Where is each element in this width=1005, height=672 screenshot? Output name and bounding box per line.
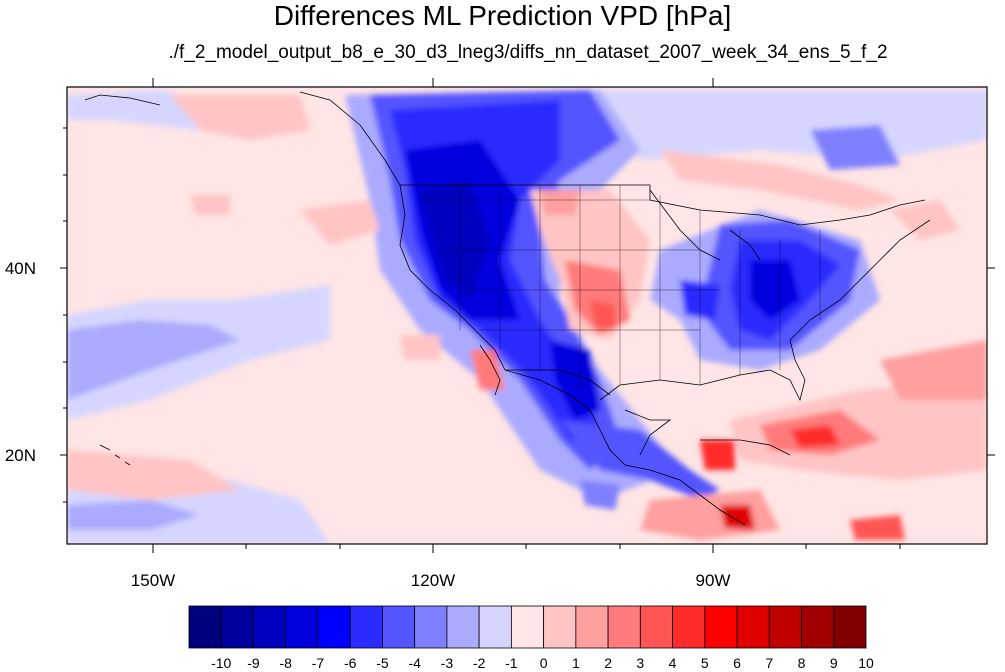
colorbar-label: 3 <box>636 655 644 671</box>
colorbar-label: -6 <box>344 655 357 671</box>
lon-label-150w: 150W <box>131 571 175 590</box>
colorbar-swatch <box>414 605 448 649</box>
colorbar-label: -9 <box>247 655 260 671</box>
colorbar-label: -7 <box>312 655 325 671</box>
colorbar-swatch <box>543 605 577 649</box>
colorbar-label: -3 <box>441 655 454 671</box>
colorbar-label: -8 <box>279 655 292 671</box>
state-borders <box>420 185 821 390</box>
colorbar-swatch <box>575 605 609 649</box>
lat-label-40n: 40N <box>5 259 36 278</box>
colorbar-label: 5 <box>701 655 709 671</box>
colorbar-label: 1 <box>572 655 580 671</box>
map-subtitle: ./f_2_model_output_b8_e_30_d3_lneg3/diff… <box>168 42 888 63</box>
colorbar-swatch <box>446 605 480 649</box>
colorbar-swatch <box>317 605 351 649</box>
colorbar-swatch <box>833 605 867 649</box>
colorbar-swatch <box>607 605 641 649</box>
colorbar-swatch <box>704 605 738 649</box>
colorbar-swatch <box>253 605 287 649</box>
colorbar-label: 9 <box>830 655 838 671</box>
colorbar-swatch <box>768 605 802 649</box>
colorbar-label: 4 <box>669 655 677 671</box>
colorbar-label: -4 <box>408 655 421 671</box>
colorbar-label: 6 <box>733 655 741 671</box>
colorbar-label: -10 <box>211 655 231 671</box>
colorbar-label: -5 <box>376 655 389 671</box>
colorbar-swatch <box>285 605 319 649</box>
axis-ticks <box>60 78 995 553</box>
colorbar-swatch <box>639 605 673 649</box>
colorbar-label: 7 <box>765 655 773 671</box>
colorbar-swatch <box>736 605 770 649</box>
colorbar-swatch <box>349 605 383 649</box>
colorbar-label: 8 <box>798 655 806 671</box>
difference-field <box>67 87 987 544</box>
colorbar-swatch <box>672 605 706 649</box>
lon-label-120w: 120W <box>411 571 455 590</box>
colorbar-label: -2 <box>473 655 486 671</box>
colorbar-label: 10 <box>858 655 874 671</box>
lon-label-90w: 90W <box>696 571 731 590</box>
colorbar-swatch <box>801 605 835 649</box>
colorbar-label: -1 <box>505 655 518 671</box>
map-title: Differences ML Prediction VPD [hPa] <box>273 0 732 31</box>
colorbar-swatch <box>220 605 254 649</box>
coastlines <box>84 91 931 526</box>
colorbar-swatch <box>382 605 416 649</box>
colorbar: -10 -9 -8 -7 -6 -5 -4 -3 -2 -1 0 1 2 3 4 5 6 7 8 9 10 <box>188 605 874 671</box>
lat-label-20n: 20N <box>5 446 36 465</box>
colorbar-swatch <box>478 605 512 649</box>
colorbar-label: 2 <box>604 655 612 671</box>
colorbar-label: 0 <box>540 655 548 671</box>
colorbar-swatch <box>188 605 222 649</box>
colorbar-swatch <box>510 605 545 649</box>
